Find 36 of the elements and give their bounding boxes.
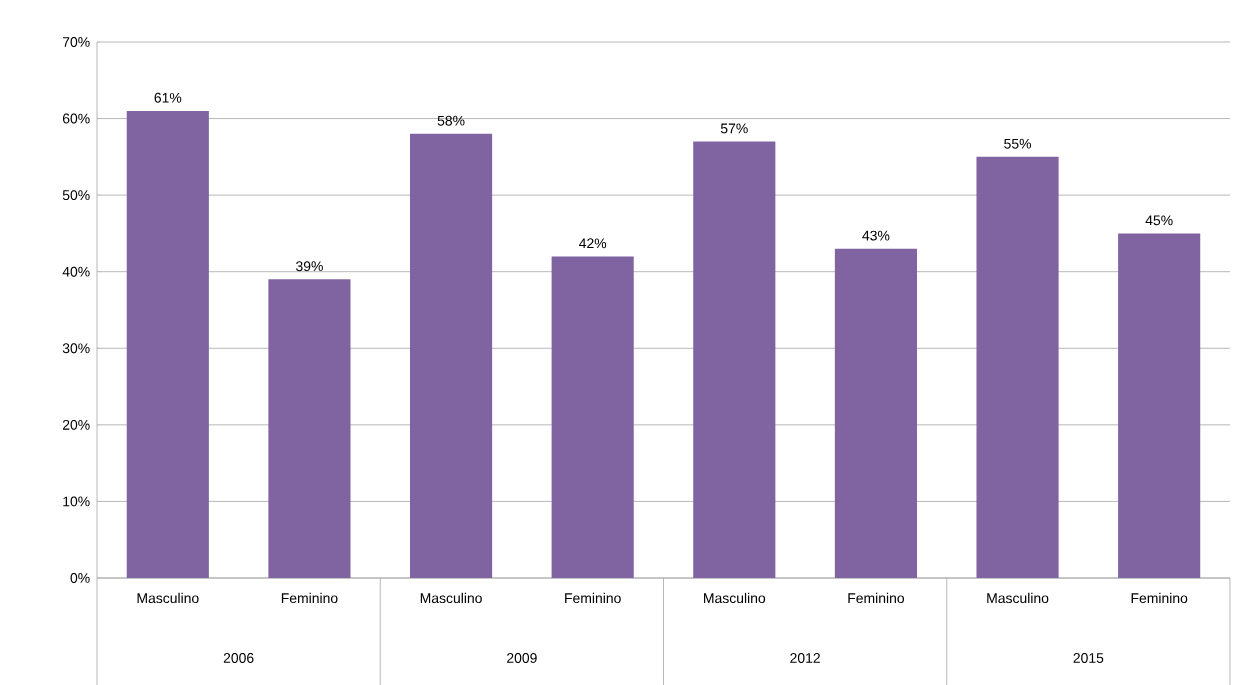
- y-tick-label: 50%: [62, 189, 90, 200]
- data-label: 45%: [1145, 215, 1173, 226]
- bar: [551, 256, 634, 578]
- y-tick-label: 60%: [62, 113, 90, 124]
- bar: [976, 156, 1059, 578]
- y-tick-label: 20%: [62, 419, 90, 430]
- bar: [409, 133, 493, 578]
- bar: [1118, 233, 1201, 578]
- y-tick-label: 30%: [62, 343, 90, 354]
- bar: [834, 248, 917, 578]
- data-label: 58%: [437, 115, 465, 126]
- bar: [126, 110, 209, 578]
- text: 2006: [223, 652, 254, 663]
- x-tick-label: Feminino: [1131, 592, 1188, 603]
- data-label: 39%: [296, 261, 323, 271]
- text: 2009: [507, 652, 537, 663]
- x-tick-label: Feminino: [565, 592, 621, 603]
- x-tick-label: Masculino: [704, 592, 766, 603]
- data-label: 43%: [862, 230, 890, 241]
- data-label: 42%: [579, 238, 607, 248]
- text: 2015: [1073, 652, 1104, 663]
- y-tick-label: 0%: [70, 572, 90, 583]
- x-tick-label: Feminino: [848, 592, 905, 603]
- x-tick-label: Masculino: [137, 592, 199, 603]
- x-tick-label: Feminino: [281, 592, 338, 603]
- x-tick-label: Masculino: [420, 592, 482, 603]
- bar: [268, 279, 351, 578]
- x-tick-label: Masculino: [987, 592, 1049, 603]
- data-label: 57%: [720, 123, 748, 134]
- y-tick-label: 40%: [62, 266, 90, 277]
- bar: [693, 141, 776, 578]
- data-label: 61%: [154, 92, 182, 103]
- y-tick-label: 70%: [62, 36, 90, 47]
- text: 2012: [790, 652, 820, 663]
- y-tick-label: 10%: [63, 496, 90, 507]
- data-label: 55%: [1004, 138, 1031, 149]
